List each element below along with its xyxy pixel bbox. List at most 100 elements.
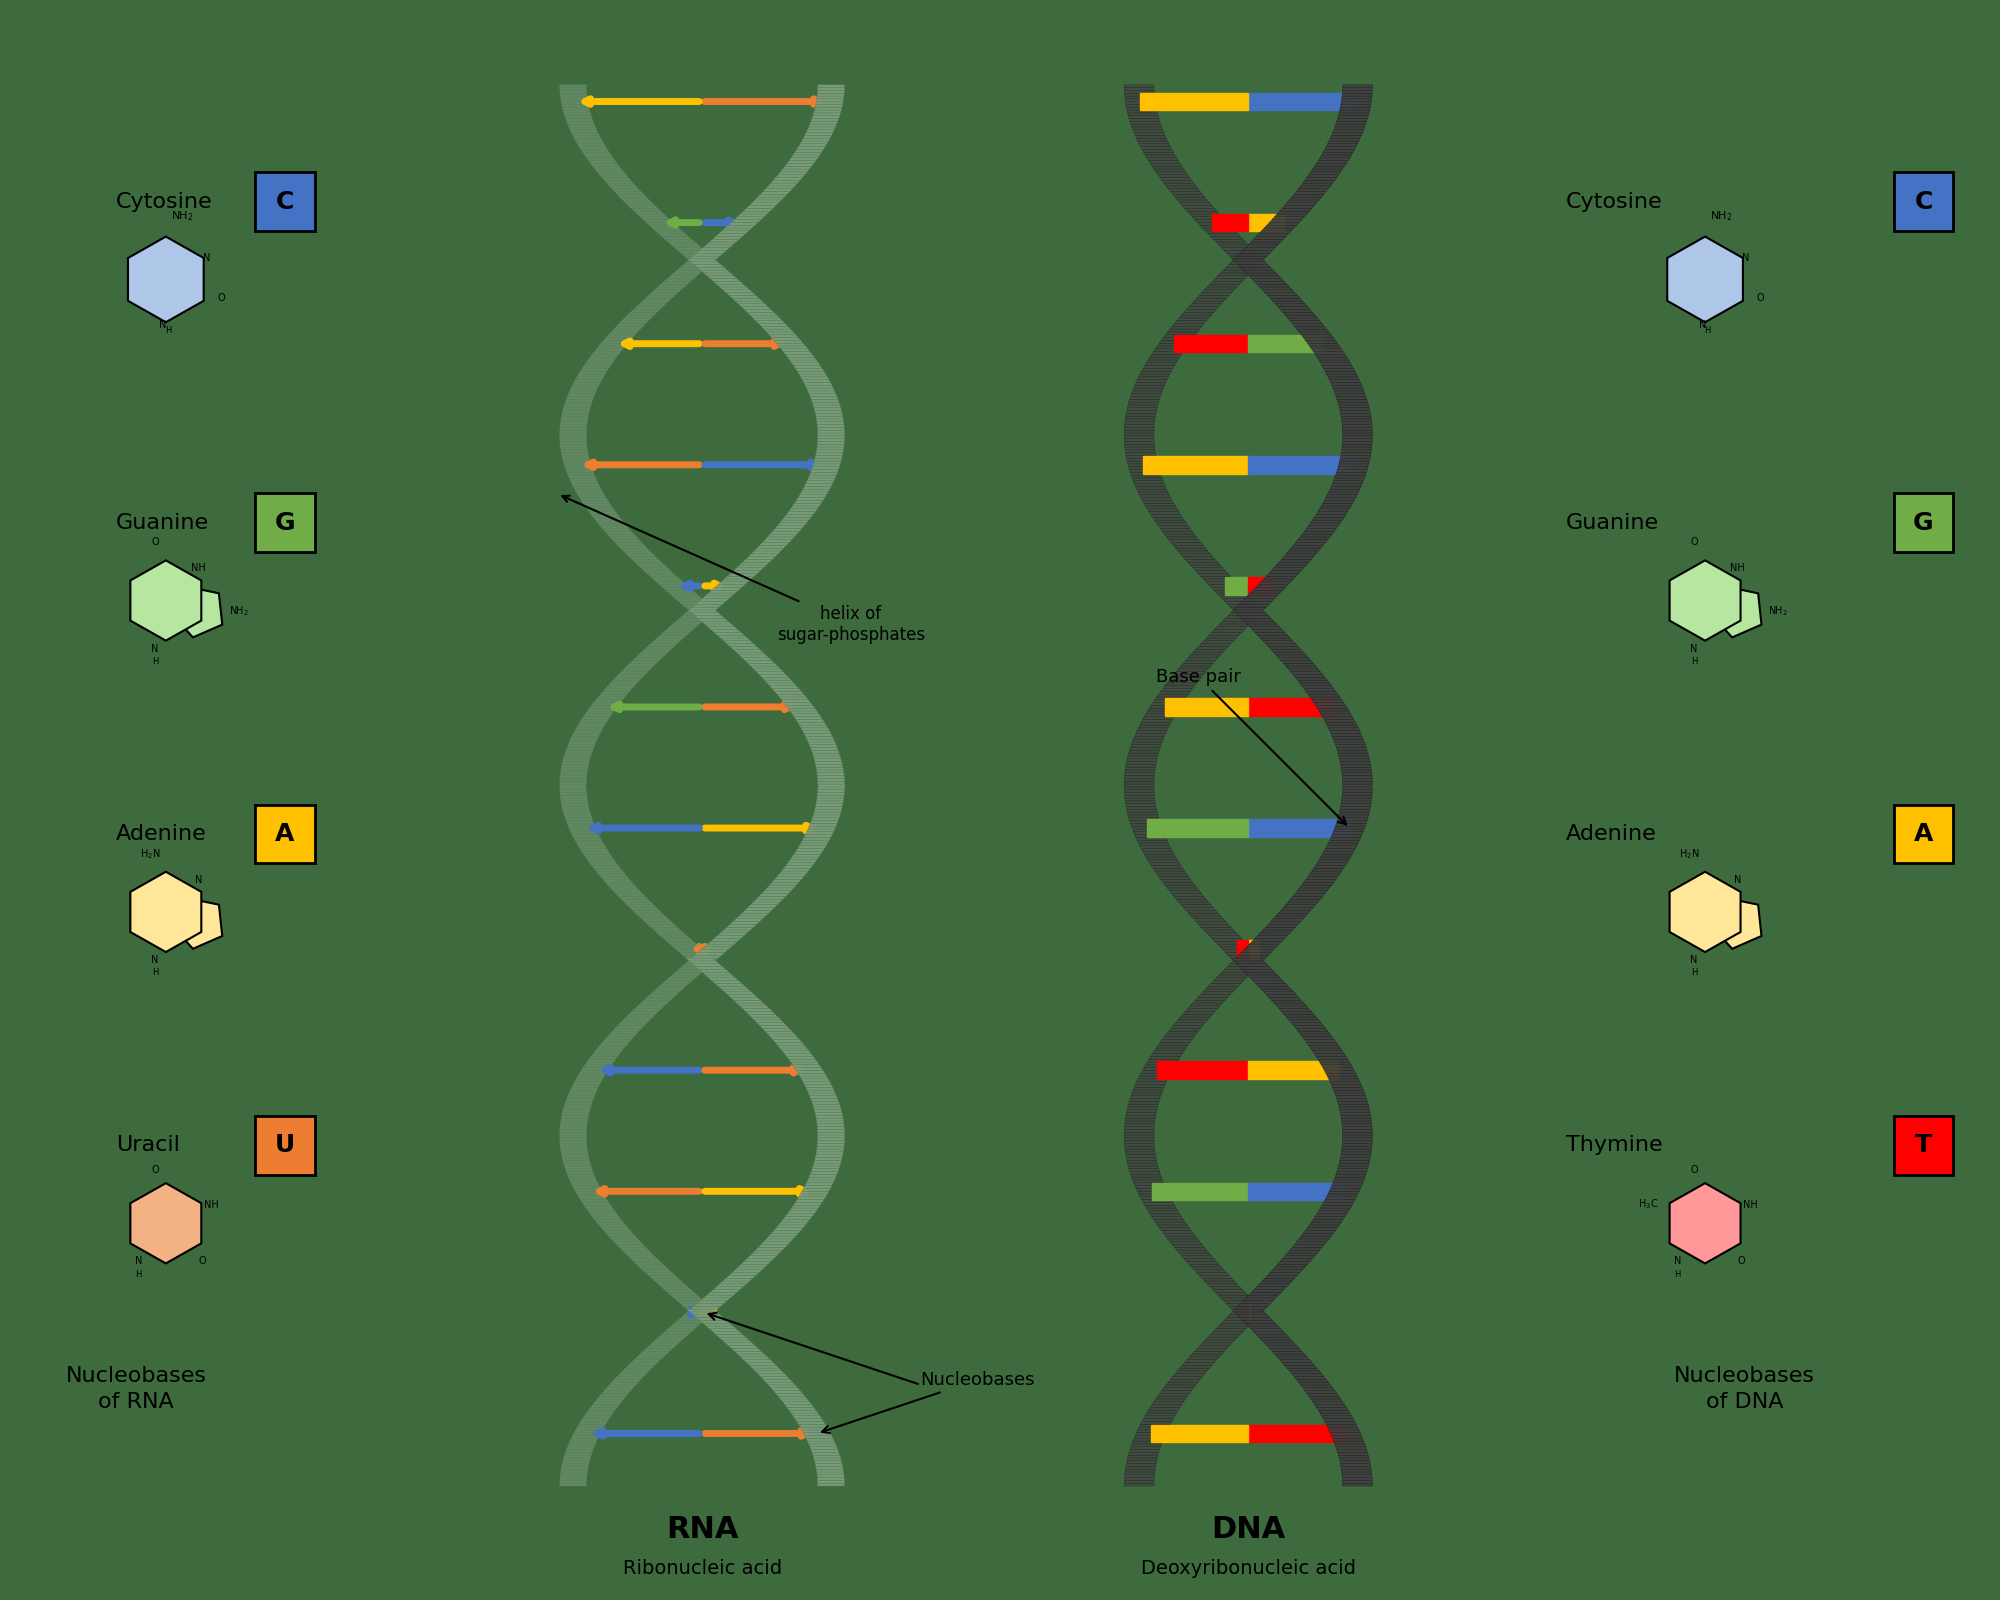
Text: Thymine: Thymine xyxy=(1566,1136,1662,1155)
Polygon shape xyxy=(654,1282,684,1283)
Polygon shape xyxy=(560,93,588,96)
Polygon shape xyxy=(560,776,586,778)
Polygon shape xyxy=(1298,1382,1330,1386)
Polygon shape xyxy=(1326,722,1356,725)
Polygon shape xyxy=(1288,318,1320,320)
Polygon shape xyxy=(800,725,828,728)
Polygon shape xyxy=(1330,837,1360,840)
Polygon shape xyxy=(1144,152,1174,155)
Polygon shape xyxy=(564,1107,590,1110)
Text: helix of
sugar-phosphates: helix of sugar-phosphates xyxy=(562,496,926,643)
Polygon shape xyxy=(570,739,598,742)
Polygon shape xyxy=(708,590,738,594)
Polygon shape xyxy=(596,1048,624,1051)
Polygon shape xyxy=(808,125,836,126)
Polygon shape xyxy=(740,1006,770,1008)
Polygon shape xyxy=(564,818,592,821)
Polygon shape xyxy=(706,275,736,278)
Polygon shape xyxy=(1130,1171,1160,1174)
Polygon shape xyxy=(808,1178,836,1179)
FancyBboxPatch shape xyxy=(1894,805,1954,864)
Polygon shape xyxy=(1126,1155,1156,1157)
Polygon shape xyxy=(1194,1270,1226,1272)
Polygon shape xyxy=(1318,1059,1350,1062)
Text: O: O xyxy=(1738,1256,1746,1266)
Polygon shape xyxy=(1278,211,1310,214)
Polygon shape xyxy=(1138,1190,1168,1194)
Polygon shape xyxy=(1320,710,1350,714)
Polygon shape xyxy=(1234,256,1266,259)
Polygon shape xyxy=(660,282,690,285)
Polygon shape xyxy=(1208,234,1240,237)
Polygon shape xyxy=(752,1368,782,1371)
Polygon shape xyxy=(1132,130,1164,133)
Text: N: N xyxy=(152,643,158,654)
Polygon shape xyxy=(806,386,834,389)
Polygon shape xyxy=(1152,702,1182,706)
Polygon shape xyxy=(560,438,586,442)
Polygon shape xyxy=(818,435,844,438)
Polygon shape xyxy=(1130,1099,1160,1101)
Polygon shape xyxy=(560,1152,588,1155)
Polygon shape xyxy=(1274,1354,1306,1357)
Polygon shape xyxy=(1300,534,1332,538)
Polygon shape xyxy=(1306,877,1338,880)
Polygon shape xyxy=(1286,200,1320,203)
Polygon shape xyxy=(1334,475,1366,478)
Polygon shape xyxy=(698,1301,728,1304)
Polygon shape xyxy=(1248,1293,1282,1294)
Text: Nucleobases
of RNA: Nucleobases of RNA xyxy=(66,1365,206,1411)
Polygon shape xyxy=(648,643,678,646)
Polygon shape xyxy=(1126,1458,1158,1461)
Polygon shape xyxy=(1130,394,1162,397)
Polygon shape xyxy=(756,896,786,899)
Polygon shape xyxy=(1332,386,1362,389)
Polygon shape xyxy=(1320,1205,1352,1208)
Polygon shape xyxy=(1180,1014,1212,1018)
Polygon shape xyxy=(1328,840,1360,843)
Polygon shape xyxy=(1258,933,1290,936)
Polygon shape xyxy=(1124,1477,1154,1480)
Polygon shape xyxy=(1296,1238,1328,1242)
Polygon shape xyxy=(564,750,592,754)
Polygon shape xyxy=(1176,1019,1208,1022)
Polygon shape xyxy=(1330,733,1362,736)
Polygon shape xyxy=(810,1096,838,1099)
Polygon shape xyxy=(668,974,698,978)
Polygon shape xyxy=(1224,1317,1256,1320)
Polygon shape xyxy=(756,1022,786,1026)
Polygon shape xyxy=(1340,411,1370,413)
Polygon shape xyxy=(818,88,844,91)
Polygon shape xyxy=(720,286,750,290)
Polygon shape xyxy=(566,1096,594,1099)
Polygon shape xyxy=(1126,1160,1158,1163)
Text: NH$_2$: NH$_2$ xyxy=(170,210,194,224)
Polygon shape xyxy=(748,1014,778,1018)
Polygon shape xyxy=(1176,899,1208,902)
Polygon shape xyxy=(806,1438,834,1442)
Polygon shape xyxy=(582,717,610,720)
Polygon shape xyxy=(1128,1168,1160,1171)
Polygon shape xyxy=(578,494,606,498)
Polygon shape xyxy=(1296,1379,1328,1382)
Polygon shape xyxy=(776,1042,804,1045)
Polygon shape xyxy=(818,1141,844,1144)
Polygon shape xyxy=(794,365,822,368)
Polygon shape xyxy=(574,728,604,731)
Polygon shape xyxy=(654,930,684,933)
Polygon shape xyxy=(818,784,844,787)
Polygon shape xyxy=(742,1008,772,1011)
Polygon shape xyxy=(572,1435,600,1438)
Polygon shape xyxy=(574,1189,602,1190)
Polygon shape xyxy=(770,181,800,182)
Text: N: N xyxy=(1734,875,1742,885)
Polygon shape xyxy=(562,762,590,765)
Polygon shape xyxy=(560,91,586,93)
Polygon shape xyxy=(1158,1042,1190,1045)
Polygon shape xyxy=(1212,1290,1246,1293)
Polygon shape xyxy=(578,1074,606,1077)
Polygon shape xyxy=(690,606,720,610)
Polygon shape xyxy=(674,270,704,274)
FancyArrow shape xyxy=(1212,214,1248,232)
Polygon shape xyxy=(1154,349,1186,352)
